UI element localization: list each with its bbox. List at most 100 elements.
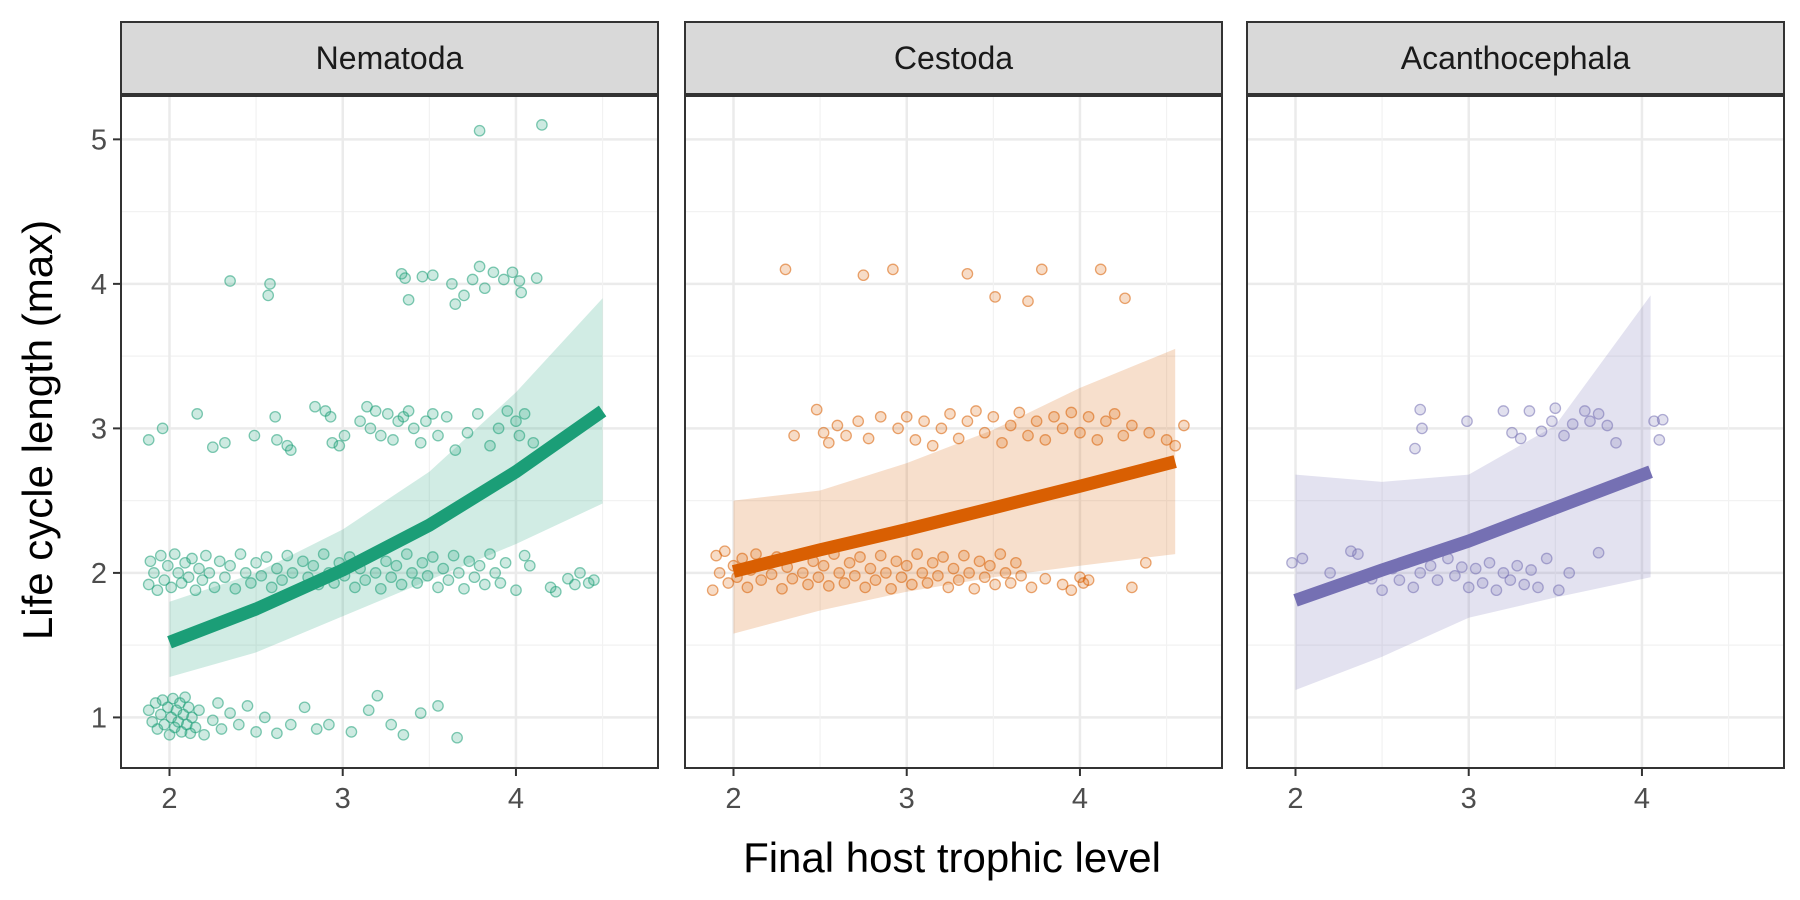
data-point-nematoda: [198, 728, 210, 741]
data-point-cestoda: [776, 582, 788, 595]
data-point-acanthocephala: [1558, 429, 1570, 442]
data-point-cestoda: [1039, 434, 1052, 446]
data-point-nematoda: [478, 578, 491, 591]
x-tick-label: 2: [725, 783, 741, 815]
data-point-nematoda: [262, 289, 275, 302]
data-point-nematoda: [323, 718, 335, 731]
data-point-nematoda: [224, 275, 236, 287]
data-point-cestoda: [857, 269, 870, 282]
data-point-nematoda: [530, 272, 543, 284]
data-point-cestoda: [874, 410, 887, 423]
y-tick-label: 2: [91, 558, 107, 590]
data-point-nematoda: [426, 408, 439, 420]
data-point-acanthocephala: [1563, 567, 1576, 579]
data-point-cestoda: [892, 422, 904, 435]
data-point-acanthocephala: [1462, 581, 1475, 594]
data-point-nematoda: [471, 408, 484, 420]
x-axis-title: Final host trophic level: [743, 834, 1161, 881]
data-point-nematoda: [186, 711, 198, 724]
data-point-nematoda: [400, 548, 413, 560]
data-point-acanthocephala: [1469, 562, 1482, 575]
x-tick-label: 2: [1287, 783, 1303, 815]
fit-line-nematoda: [167, 405, 607, 649]
data-point-nematoda: [219, 436, 231, 449]
data-point-nematoda: [241, 700, 254, 712]
strip-cestoda: [684, 21, 1223, 95]
data-point-cestoda: [1143, 426, 1156, 439]
data-point-nematoda: [414, 707, 427, 719]
data-point-acanthocephala: [1324, 567, 1336, 579]
data-point-cestoda: [961, 267, 974, 280]
data-point-cestoda: [900, 410, 913, 423]
fit-line-acanthocephala: [1293, 465, 1653, 607]
data-point-cestoda: [937, 551, 949, 563]
data-point-nematoda: [411, 577, 424, 589]
data-point-nematoda: [390, 559, 403, 572]
data-point-nematoda: [193, 704, 205, 717]
data-point-nematoda: [478, 282, 491, 295]
data-point-cestoda: [1169, 439, 1182, 452]
data-point-cestoda: [989, 291, 1001, 303]
data-point-nematoda: [215, 723, 228, 735]
data-point-cestoda: [1056, 578, 1069, 591]
data-point-cestoda: [1178, 419, 1190, 432]
panel-border: [120, 95, 659, 769]
data-point-nematoda: [276, 574, 288, 586]
data-point-nematoda: [191, 408, 204, 420]
data-point-acanthocephala: [1518, 578, 1531, 591]
data-point-nematoda: [416, 270, 429, 283]
data-point-cestoda: [944, 408, 956, 420]
data-point-nematoda: [158, 718, 171, 731]
data-point-cestoda: [963, 567, 975, 579]
data-point-cestoda: [942, 581, 955, 594]
strip-label-nematoda: Nematoda: [316, 40, 464, 76]
strip-acanthocephala: [1246, 21, 1785, 95]
data-point-nematoda: [381, 408, 394, 420]
data-point-nematoda: [284, 718, 297, 731]
data-point-nematoda: [307, 559, 320, 572]
data-point-cestoda: [909, 434, 922, 446]
data-point-acanthocephala: [1296, 552, 1309, 565]
data-point-cestoda: [989, 578, 1001, 591]
data-point-nematoda: [149, 697, 162, 709]
data-point-nematoda: [172, 567, 185, 579]
data-point-nematoda: [271, 727, 283, 740]
data-point-nematoda: [154, 549, 167, 562]
y-tick-label: 4: [91, 269, 107, 301]
data-point-cestoda: [765, 568, 778, 581]
data-point-nematoda: [196, 574, 209, 586]
data-point-nematoda: [193, 562, 205, 575]
data-point-nematoda: [449, 298, 462, 310]
x-tick-label: 2: [161, 783, 177, 815]
data-point-cestoda: [1108, 408, 1121, 420]
x-tick-label: 4: [1072, 783, 1088, 815]
data-point-nematoda: [224, 707, 236, 719]
data-point-nematoda: [446, 278, 458, 290]
data-point-acanthocephala: [1376, 584, 1388, 597]
data-point-acanthocephala: [1424, 559, 1437, 572]
data-point-nematoda: [492, 422, 505, 435]
data-point-cestoda: [947, 562, 960, 575]
x-tick-label: 3: [335, 783, 351, 815]
data-point-cestoda: [779, 263, 792, 276]
data-point-acanthocephala: [1286, 556, 1298, 569]
data-point-cestoda: [1030, 415, 1043, 428]
data-point-nematoda: [414, 436, 427, 449]
data-point-nematoda: [234, 548, 247, 560]
data-point-cestoda: [906, 578, 918, 591]
data-point-cestoda: [935, 422, 948, 435]
data-point-nematoda: [432, 700, 444, 712]
data-point-nematoda: [489, 567, 502, 579]
data-point-acanthocephala: [1506, 426, 1518, 439]
data-point-acanthocephala: [1504, 574, 1517, 586]
data-point-nematoda: [385, 571, 398, 584]
data-point-nematoda: [179, 691, 191, 704]
data-point-cestoda: [952, 574, 965, 586]
data-point-nematoda: [154, 708, 167, 721]
data-point-nematoda: [333, 439, 346, 452]
data-point-cestoda: [1126, 419, 1138, 432]
data-point-nematoda: [324, 410, 337, 423]
data-point-cestoda: [958, 549, 970, 562]
data-point-nematoda: [447, 549, 460, 562]
data-point-nematoda: [369, 567, 382, 579]
